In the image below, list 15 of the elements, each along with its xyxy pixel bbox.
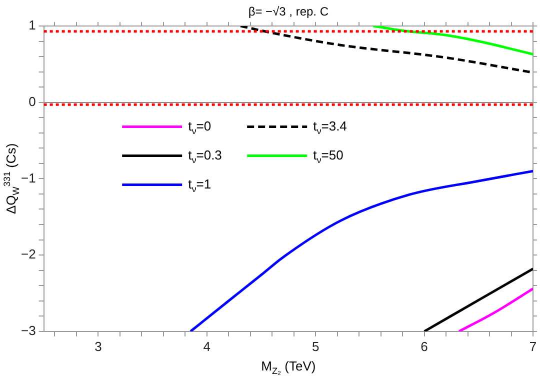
x-tick-label: 7: [529, 338, 537, 354]
line-series: [372, 26, 533, 56]
y-tick-label: −2: [20, 246, 36, 262]
chart-title: β= −√3 , rep. C: [248, 4, 329, 18]
y-tick-label: 1: [28, 18, 36, 33]
x-tick-label: 5: [312, 338, 320, 354]
x-tick-label: 3: [94, 338, 102, 354]
line-series: [189, 170, 533, 332]
x-tick-label: 6: [420, 338, 428, 354]
y-axis-title: ΔQW331 (Cs): [2, 143, 22, 214]
y-tick-label: −3: [20, 322, 36, 338]
x-tick-label: 4: [203, 338, 210, 354]
y-tick-label: −1: [20, 170, 36, 186]
line-series: [239, 26, 533, 74]
y-tick-label: 0: [28, 94, 36, 109]
